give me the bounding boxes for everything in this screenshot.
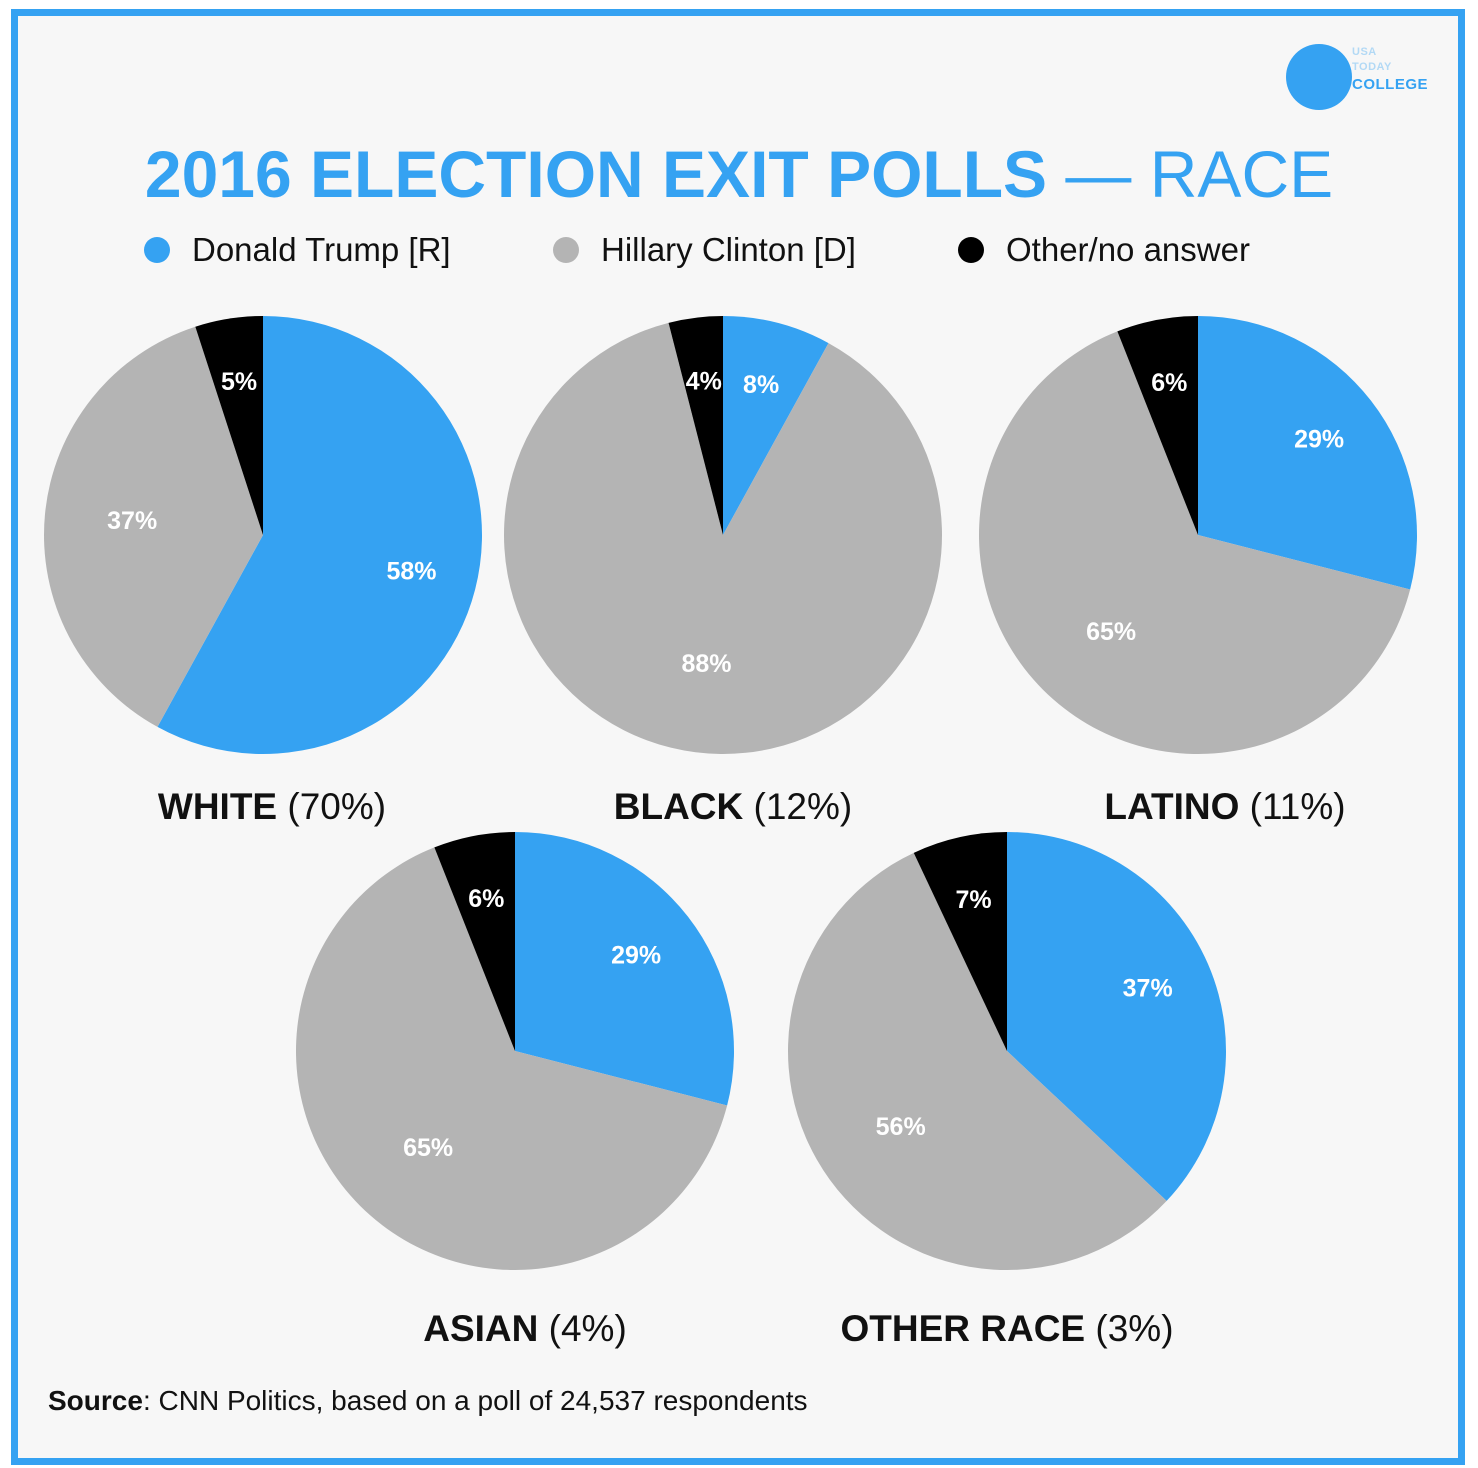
group-label-other-race: OTHER RACE (3%) bbox=[840, 1308, 1174, 1349]
data-label-clinton: 65% bbox=[403, 1134, 453, 1162]
pie-slice-other bbox=[434, 832, 515, 1051]
data-label-clinton: 88% bbox=[682, 650, 732, 678]
title-separator: — bbox=[1047, 137, 1150, 211]
legend-label-other: Other/no answer bbox=[1006, 231, 1250, 268]
data-label-trump: 29% bbox=[611, 942, 661, 970]
legend-label-clinton: Hillary Clinton [D] bbox=[601, 231, 856, 268]
data-label-other: 4% bbox=[686, 368, 722, 396]
title-main: 2016 ELECTION EXIT POLLS bbox=[144, 137, 1048, 211]
pie-chart-latino: 29% 65% 6% bbox=[979, 316, 1417, 754]
pie-chart-other-race: 37% 56% 7% bbox=[787, 832, 1226, 1270]
pie-chart-asian: 29% 65% 6% bbox=[296, 832, 734, 1270]
data-label-trump: 29% bbox=[1294, 426, 1344, 454]
legend-item-clinton: Hillary Clinton [D] bbox=[553, 228, 856, 272]
title-topic: RACE bbox=[1149, 137, 1334, 211]
legend-dot-icon bbox=[553, 237, 579, 263]
pie-slice-other bbox=[1117, 316, 1198, 535]
pie-slice-clinton bbox=[296, 847, 728, 1270]
data-label-trump: 8% bbox=[743, 371, 779, 399]
data-label-clinton: 37% bbox=[107, 507, 157, 535]
pie-slice-trump bbox=[157, 316, 483, 755]
legend-item-other: Other/no answer bbox=[958, 228, 1250, 272]
logo-text-line1: USA bbox=[1352, 46, 1377, 58]
pie-slice-other bbox=[668, 316, 723, 535]
legend-item-trump: Donald Trump [R] bbox=[144, 228, 451, 272]
page-title: 2016 ELECTION EXIT POLLS — RACE bbox=[0, 128, 1478, 220]
legend-dot-icon bbox=[144, 237, 170, 263]
legend-dot-icon bbox=[958, 237, 984, 263]
data-label-other: 5% bbox=[221, 368, 257, 396]
pie-slice-trump bbox=[1007, 832, 1226, 1201]
data-label-other: 6% bbox=[1151, 369, 1187, 397]
logo-circle-icon bbox=[1286, 44, 1352, 110]
pie-slice-clinton bbox=[979, 331, 1411, 754]
data-label-trump: 37% bbox=[1123, 975, 1173, 1003]
data-label-trump: 58% bbox=[386, 558, 436, 586]
data-label-other: 7% bbox=[955, 886, 991, 914]
group-label-latino: LATINO (11%) bbox=[1104, 786, 1346, 827]
pie-slice-clinton bbox=[503, 322, 942, 755]
data-label-clinton: 56% bbox=[876, 1113, 926, 1141]
group-label-asian: ASIAN (4%) bbox=[423, 1308, 627, 1349]
logo-text-line2: TODAY bbox=[1352, 61, 1392, 73]
source-note: Source: CNN Politics, based on a poll of… bbox=[48, 1385, 808, 1416]
pie-slice-other bbox=[913, 832, 1007, 1051]
pie-slice-trump bbox=[515, 832, 734, 1106]
legend-label-trump: Donald Trump [R] bbox=[192, 231, 451, 268]
data-label-clinton: 65% bbox=[1086, 618, 1136, 646]
group-label-white: WHITE (70%) bbox=[157, 786, 387, 827]
group-label-black: BLACK (12%) bbox=[613, 786, 853, 827]
pie-slice-trump bbox=[1198, 316, 1417, 590]
pie-chart-black: 8% 88% 4% bbox=[503, 316, 942, 755]
pie-chart-white: 58% 37% 5% bbox=[44, 316, 483, 755]
data-label-other: 6% bbox=[468, 885, 504, 913]
pie-slice-clinton bbox=[787, 852, 1167, 1270]
pie-slice-clinton bbox=[44, 326, 263, 727]
logo-text-line3: COLLEGE bbox=[1352, 76, 1429, 93]
pie-slice-other bbox=[195, 316, 263, 535]
pie-slice-trump bbox=[723, 316, 829, 535]
